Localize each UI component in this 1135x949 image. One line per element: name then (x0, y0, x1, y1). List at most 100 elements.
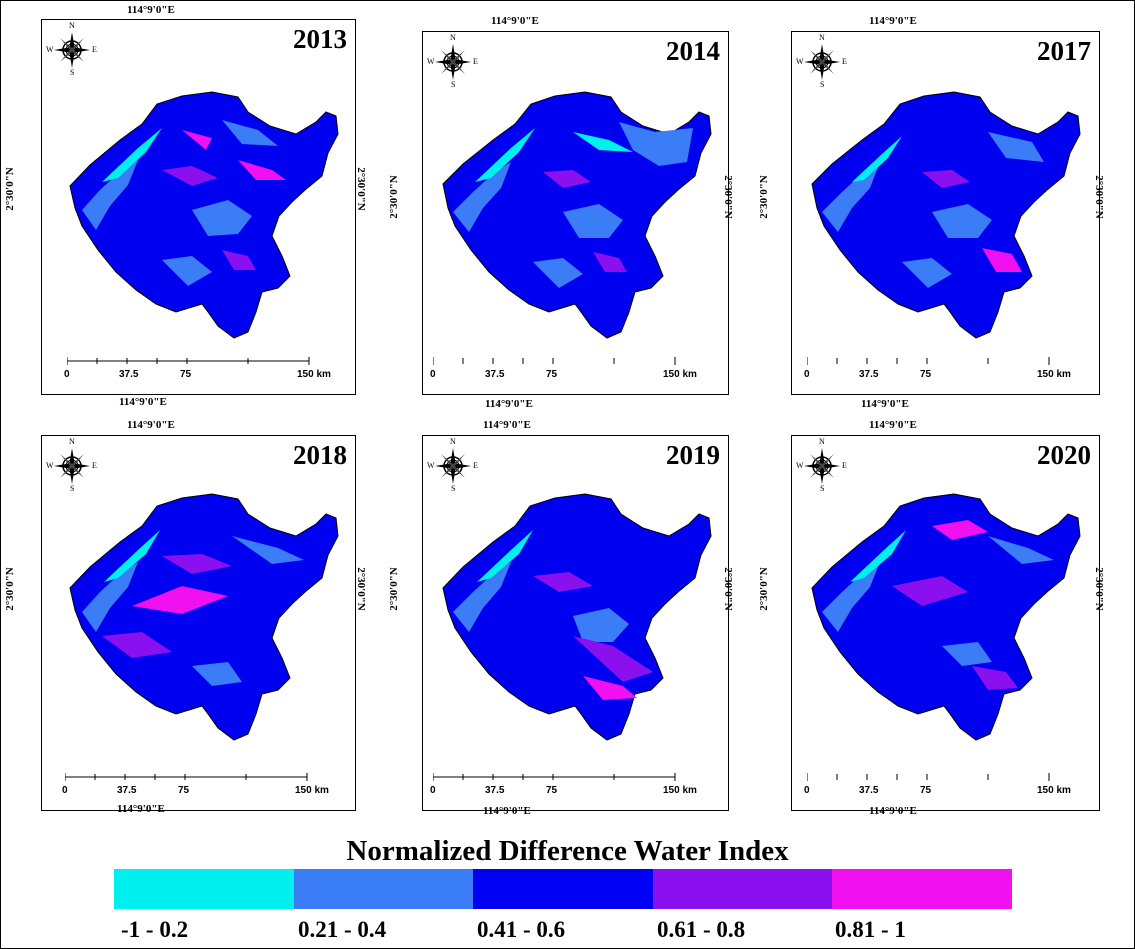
scale-tick-75: 75 (546, 785, 558, 796)
latitude-label-left: 2°30'0"N (757, 567, 770, 611)
scale-tick-0: 0 (62, 785, 68, 796)
ndwi-map (69, 493, 339, 741)
scale-bar: 0 37.5 75 150 km (430, 773, 697, 799)
scale-bar: 0 37.5 75 150 km (804, 357, 1071, 383)
scale-bar: 0 37.5 75 150 km (804, 773, 1071, 799)
compass-w: W (427, 57, 435, 66)
map-panel-2020: 114°9'0"E 2020 N S W E 2°30'0"N 2°3 (757, 415, 1134, 825)
ndwi-map (69, 91, 339, 339)
scale-bar: 0 37.5 75 150 km (64, 357, 331, 383)
map-panel-2017: 114°9'0"E 2017 N S W E 2°30'0"N 2°3 (757, 1, 1134, 421)
map-frame: 2013 N S W E (41, 19, 356, 395)
compass-w: W (46, 45, 54, 54)
scale-tick-0: 0 (64, 369, 70, 380)
longitude-label-top: 114°9'0"E (127, 419, 175, 431)
scale-tick-150: 150 km (297, 369, 331, 380)
scale-tick-0: 0 (804, 785, 810, 796)
longitude-label-bottom: 114°9'0"E (485, 398, 533, 410)
longitude-label-top: 114°9'0"E (869, 15, 917, 27)
latitude-label-left: 2°30'0"N (757, 175, 770, 219)
compass-n: N (69, 21, 75, 30)
longitude-label-bottom: 114°9'0"E (119, 396, 167, 408)
latitude-label-left: 2°30'0"N (387, 567, 400, 611)
legend-label-1: -1 - 0.2 (121, 917, 189, 942)
scale-bar: 0 37.5 75 150 km (62, 773, 329, 799)
compass-e: E (473, 57, 478, 66)
scale-tick-75: 75 (178, 785, 190, 796)
compass-w: W (46, 461, 54, 470)
compass-n: N (819, 33, 825, 42)
map-panel-2014: 114°9'0"E 2014 N S W E 2°30'0" (379, 1, 757, 421)
ndwi-map (442, 91, 712, 339)
longitude-label-top: 114°9'0"E (869, 419, 917, 431)
ndwi-map (811, 91, 1081, 339)
compass-n: N (450, 437, 456, 446)
compass-rose-icon: N S W E (796, 33, 847, 89)
scale-tick-75: 75 (546, 369, 558, 380)
compass-s: S (451, 484, 456, 493)
compass-s: S (820, 484, 825, 493)
scale-tick-0: 0 (430, 369, 436, 380)
scale-tick-150: 150 km (1037, 369, 1071, 380)
scale-tick-37-5: 37.5 (859, 369, 879, 380)
year-label: 2017 (1037, 36, 1091, 66)
longitude-label-top: 114°9'0"E (483, 419, 531, 431)
scale-tick-75: 75 (180, 369, 192, 380)
scale-tick-150: 150 km (663, 785, 697, 796)
compass-n: N (69, 437, 75, 446)
scale-tick-0: 0 (430, 785, 436, 796)
scale-tick-37-5: 37.5 (119, 369, 139, 380)
scale-tick-75: 75 (920, 369, 932, 380)
latitude-label-left: 2°30'0"N (3, 567, 16, 611)
latitude-label-right: 2°30'0"N (354, 167, 367, 211)
latitude-label-right: 2°30'0"N (1092, 567, 1105, 611)
year-label: 2019 (666, 440, 720, 470)
legend-label-2: 0.21 - 0.4 (298, 917, 387, 942)
scale-tick-75: 75 (920, 785, 932, 796)
compass-rose-icon: N S W E (427, 437, 478, 493)
longitude-label-top: 114°9'0"E (491, 15, 539, 27)
compass-rose-icon: N S W E (796, 437, 847, 493)
compass-s: S (70, 68, 75, 77)
year-label: 2020 (1037, 440, 1091, 470)
compass-rose-icon: N S W E (46, 437, 97, 493)
compass-s: S (451, 80, 456, 89)
scale-tick-150: 150 km (1037, 785, 1071, 796)
compass-e: E (92, 45, 97, 54)
map-frame: 2019 N S W E (422, 435, 729, 811)
compass-s: S (70, 484, 75, 493)
scale-tick-37-5: 37.5 (859, 785, 879, 796)
scale-tick-150: 150 km (663, 369, 697, 380)
scale-bar: 0 37.5 75 150 km (430, 357, 697, 383)
legend-swatch-3 (473, 869, 653, 909)
longitude-label-top: 114°9'0"E (127, 4, 175, 16)
compass-w: W (427, 461, 435, 470)
latitude-label-right: 2°30'0"N (721, 567, 734, 611)
ndwi-map (811, 493, 1081, 741)
latitude-label-right: 2°30'0"N (354, 567, 367, 611)
scale-tick-150: 150 km (295, 785, 329, 796)
legend-swatch-4 (652, 869, 833, 909)
legend-swatch-2 (293, 869, 474, 909)
compass-w: W (796, 461, 804, 470)
scale-tick-37-5: 37.5 (117, 785, 137, 796)
compass-rose-icon: N S W E (427, 33, 478, 89)
legend-color-bar (114, 869, 1012, 909)
ndwi-map (442, 493, 712, 741)
longitude-label-bottom: 114°9'0"E (861, 398, 909, 410)
map-panel-2013: 114°9'0"E 2013 N S W E (1, 1, 379, 421)
latitude-label-left: 2°30'0"N (3, 167, 16, 211)
year-label: 2014 (666, 36, 720, 66)
longitude-label-bottom: 114°9'0"E (869, 805, 917, 817)
scale-tick-37-5: 37.5 (485, 785, 505, 796)
year-label: 2013 (293, 24, 347, 54)
map-panel-2019: 114°9'0"E 2019 N S W E 2°30'0"N 2°30'0"N (379, 415, 757, 825)
year-label: 2018 (293, 440, 347, 470)
legend-title: Normalized Difference Water Index (346, 835, 789, 867)
map-panel-2018: 114°9'0"E 2018 N S W E 2°30'0"N 2°3 (1, 415, 379, 825)
scale-tick-0: 0 (804, 369, 810, 380)
legend-swatch-1 (114, 869, 294, 909)
map-frame: 2018 N S W E (41, 435, 356, 811)
latitude-label-right: 2°30'0"N (721, 175, 734, 219)
